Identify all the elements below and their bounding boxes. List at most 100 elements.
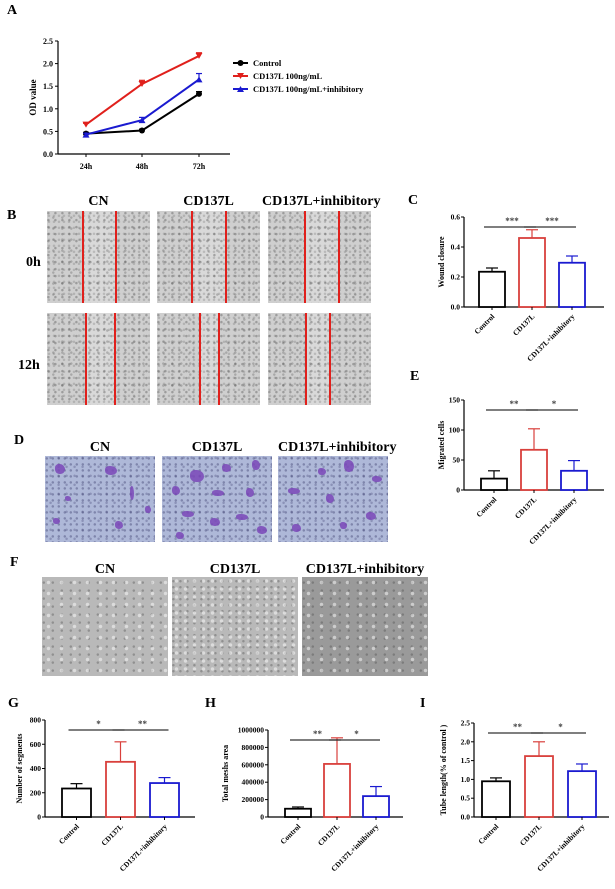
svg-text:Number of segments: Number of segments	[15, 733, 24, 803]
wound-image-cn-12h	[47, 313, 150, 405]
svg-text:**: **	[513, 722, 523, 732]
svg-text:*: *	[96, 719, 101, 729]
svg-text:48h: 48h	[136, 162, 149, 171]
svg-text:Migrated cells: Migrated cells	[437, 421, 446, 470]
svg-text:600000: 600000	[242, 760, 265, 769]
svg-text:24h: 24h	[80, 162, 93, 171]
panel-label-a: A	[7, 3, 18, 18]
svg-text:1.5: 1.5	[461, 756, 471, 765]
svg-text:OD value: OD value	[28, 79, 38, 115]
svg-text:1000000: 1000000	[238, 726, 265, 735]
svg-text:**: **	[138, 719, 148, 729]
svg-text:CD137L: CD137L	[518, 822, 544, 848]
tube-image-inhibitory	[302, 577, 428, 676]
transwell-image-cd137l	[162, 456, 272, 542]
svg-text:CD137L 100ng/mL: CD137L 100ng/mL	[253, 71, 323, 81]
svg-text:200000: 200000	[242, 795, 265, 804]
row-label-0h: 0h	[26, 255, 41, 270]
svg-text:*: *	[354, 729, 359, 739]
svg-text:1.5: 1.5	[43, 82, 53, 91]
column-label-cd137l: CD137L	[209, 562, 261, 577]
svg-text:CD137L+inhibitory: CD137L+inhibitory	[535, 822, 586, 873]
svg-text:CD137L: CD137L	[513, 495, 539, 521]
svg-text:0: 0	[456, 486, 460, 495]
svg-text:0.0: 0.0	[43, 150, 53, 159]
svg-text:50: 50	[453, 456, 461, 465]
column-label-inhibitory: CD137L+inhibitory	[305, 562, 425, 577]
svg-text:Control: Control	[474, 495, 498, 519]
svg-text:72h: 72h	[193, 162, 206, 171]
svg-text:0.5: 0.5	[461, 794, 471, 803]
chart-g-number-of-segments: 0 200 400 600 800 Number of segments Control CD…	[15, 716, 195, 873]
svg-text:800: 800	[30, 716, 42, 725]
wound-image-inhibitory-0h	[268, 211, 371, 303]
panel-label-b: B	[7, 208, 17, 223]
svg-text:0: 0	[260, 813, 264, 822]
svg-text:1.0: 1.0	[43, 105, 53, 114]
svg-text:400: 400	[30, 764, 42, 773]
svg-text:600: 600	[30, 740, 42, 749]
svg-text:Control: Control	[472, 312, 496, 336]
svg-text:Control: Control	[57, 822, 81, 846]
panel-label-c: C	[408, 193, 419, 208]
panel-label-f: F	[10, 555, 19, 570]
tube-image-cd137l	[172, 577, 298, 676]
svg-text:*: *	[552, 399, 557, 409]
svg-text:Total meshs area: Total meshs area	[221, 745, 230, 802]
chart-i-tube-length: 0.0 0.5 1.0 1.5 2.0 2.5 Tube length(% of contr…	[439, 719, 609, 873]
svg-text:CD137L 100ng/mL+inhibitory: CD137L 100ng/mL+inhibitory	[253, 84, 364, 94]
panel-label-d: D	[14, 433, 25, 448]
column-label-inhibitory: CD137L+inhibitory	[262, 194, 381, 209]
column-label-cn: CN	[89, 440, 111, 455]
svg-text:0.0: 0.0	[451, 303, 461, 312]
svg-text:*: *	[558, 722, 563, 732]
column-label-cd137l: CD137L	[183, 194, 234, 209]
wound-image-inhibitory-12h	[268, 313, 371, 405]
svg-text:0: 0	[37, 813, 41, 822]
svg-text:400000: 400000	[242, 778, 265, 787]
svg-text:***: ***	[505, 216, 519, 226]
svg-text:2.0: 2.0	[43, 60, 53, 69]
panel-label-e: E	[410, 369, 420, 384]
svg-text:2.5: 2.5	[461, 719, 471, 728]
svg-text:1.0: 1.0	[461, 775, 471, 784]
panel-label-h: H	[205, 696, 216, 711]
svg-text:**: **	[510, 399, 520, 409]
column-label-cn: CN	[94, 562, 116, 577]
svg-text:0.4: 0.4	[451, 243, 461, 252]
svg-text:***: ***	[545, 216, 559, 226]
svg-text:Tube length(% of control ): Tube length(% of control )	[439, 724, 448, 815]
column-label-cn: CN	[88, 194, 109, 209]
wound-image-cn-0h	[47, 211, 150, 303]
wound-image-cd137l-12h	[157, 313, 260, 405]
svg-text:2.0: 2.0	[461, 737, 471, 746]
column-label-inhibitory: CD137L+inhibitory	[278, 440, 397, 455]
svg-text:CD137L: CD137L	[99, 822, 125, 848]
svg-text:CD137L: CD137L	[511, 312, 537, 338]
svg-text:2.5: 2.5	[43, 37, 53, 46]
svg-text:**: **	[313, 729, 323, 739]
svg-text:800000: 800000	[242, 743, 265, 752]
transwell-image-cn	[45, 456, 155, 542]
wound-image-cd137l-0h	[157, 211, 260, 303]
panel-label-g: G	[8, 696, 19, 711]
panel-label-i: I	[420, 696, 426, 711]
chart-a-proliferation: 0.0 0.5 1.0 1.5 2.0 2.5 24h 48h 72h OD value Contr…	[28, 37, 364, 171]
transwell-image-inhibitory	[278, 456, 388, 542]
svg-text:0.6: 0.6	[451, 213, 461, 222]
column-label-cd137l: CD137L	[191, 440, 243, 455]
svg-text:Wound closure: Wound closure	[437, 236, 446, 288]
svg-text:0.2: 0.2	[451, 273, 461, 282]
svg-text:CD137L: CD137L	[316, 822, 342, 848]
svg-text:150: 150	[449, 396, 461, 405]
chart-h-total-meshs-area: 0 200000 400000 600000 800000 1000000 Total me…	[221, 726, 403, 873]
svg-text:0.0: 0.0	[461, 813, 471, 822]
svg-text:Control: Control	[253, 58, 282, 68]
row-label-12h: 12h	[18, 358, 40, 373]
svg-text:100: 100	[449, 426, 461, 435]
tube-image-cn	[42, 577, 168, 676]
svg-text:Control: Control	[476, 822, 500, 846]
svg-text:200: 200	[30, 788, 42, 797]
